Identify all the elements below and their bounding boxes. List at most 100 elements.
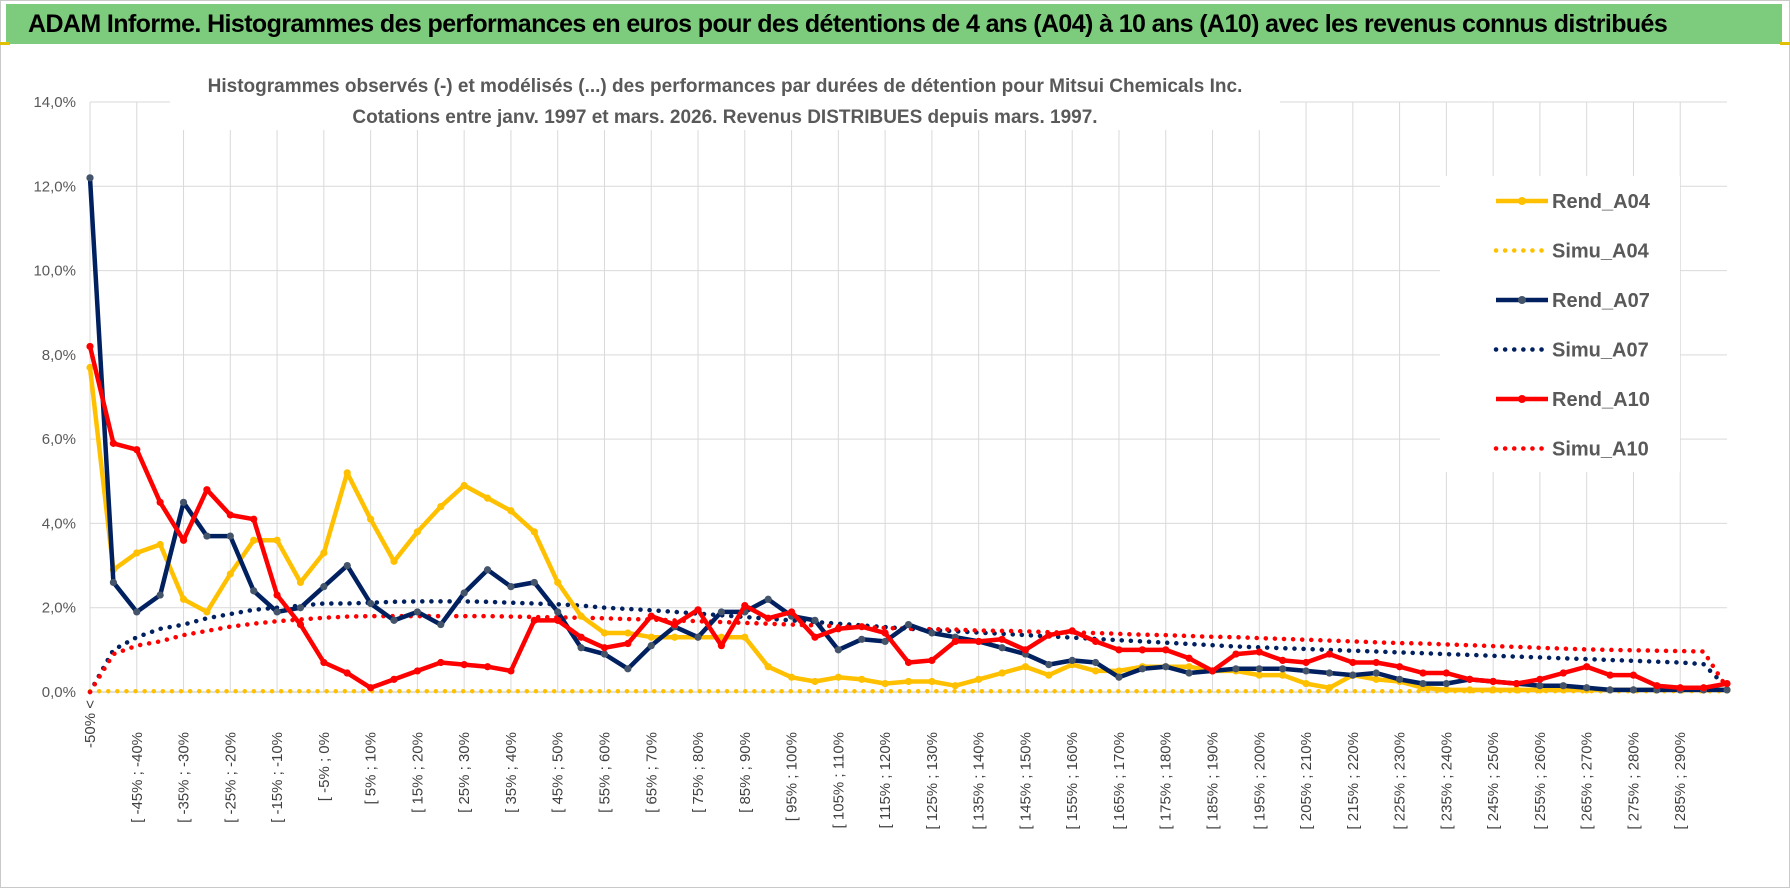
data-point bbox=[600, 650, 609, 658]
data-point bbox=[811, 633, 819, 641]
y-tick-label: 12,0% bbox=[33, 178, 76, 195]
data-point bbox=[881, 679, 889, 688]
report-title: ADAM Informe. Histogrammes des performan… bbox=[28, 10, 1668, 38]
data-point bbox=[1372, 675, 1380, 683]
data-point bbox=[1091, 637, 1100, 646]
legend-marker bbox=[1518, 395, 1526, 403]
x-tick-label: [ 285% ; 290% bbox=[1672, 732, 1689, 830]
data-point bbox=[1185, 654, 1193, 662]
data-point bbox=[1396, 663, 1404, 671]
legend-label: Simu_A07 bbox=[1552, 340, 1649, 362]
data-point bbox=[226, 511, 234, 519]
x-tick-label: [ 5% ; 10% bbox=[363, 732, 380, 805]
data-point bbox=[1138, 646, 1146, 654]
data-point bbox=[928, 677, 936, 686]
data-point bbox=[1115, 646, 1123, 654]
data-point bbox=[460, 661, 468, 669]
data-point bbox=[1442, 679, 1450, 688]
y-axis-ticks: 0,0% 2,0% 4,0% 6,0% 8,0% 10,0% 12,0% 14,0% bbox=[33, 94, 76, 701]
data-point bbox=[1489, 686, 1497, 694]
legend-item-Rend_A07: Rend_A07 bbox=[1496, 290, 1650, 312]
data-point bbox=[1232, 665, 1240, 673]
data-point bbox=[530, 528, 538, 536]
data-point bbox=[133, 549, 141, 557]
y-tick-label: 4,0% bbox=[42, 515, 76, 532]
data-point bbox=[1302, 658, 1310, 667]
data-point bbox=[1583, 663, 1591, 671]
data-point bbox=[390, 675, 398, 683]
data-point bbox=[1255, 665, 1263, 673]
data-point bbox=[787, 673, 796, 681]
data-point bbox=[367, 515, 375, 523]
x-tick-label: [ -35% ; -30% bbox=[176, 732, 193, 823]
data-point bbox=[1325, 669, 1334, 677]
x-tick-label: [ 275% ; 280% bbox=[1625, 732, 1642, 830]
data-point bbox=[1138, 665, 1146, 673]
x-tick-label: [ 215% ; 220% bbox=[1345, 732, 1362, 830]
data-point bbox=[1279, 671, 1287, 679]
data-point bbox=[483, 663, 492, 671]
data-point bbox=[226, 532, 234, 540]
legend-label: Simu_A10 bbox=[1552, 439, 1649, 461]
data-point bbox=[764, 663, 772, 671]
data-point bbox=[1162, 663, 1170, 671]
data-point bbox=[530, 578, 538, 587]
data-point bbox=[694, 606, 702, 614]
data-point bbox=[86, 174, 94, 182]
x-tick-label: [ 135% ; 140% bbox=[971, 732, 988, 830]
legend-label: Rend_A07 bbox=[1552, 290, 1650, 312]
data-point bbox=[320, 549, 328, 557]
x-tick-label: [ 35% ; 40% bbox=[503, 732, 520, 813]
data-point bbox=[1115, 667, 1123, 675]
data-point bbox=[1372, 658, 1380, 667]
legend-label: Simu_A04 bbox=[1552, 241, 1650, 263]
data-point bbox=[203, 486, 211, 494]
data-point bbox=[787, 608, 796, 616]
data-point bbox=[1559, 669, 1567, 677]
data-point bbox=[741, 633, 749, 641]
series-Rend_A07 bbox=[86, 174, 1731, 694]
data-point bbox=[1325, 684, 1334, 692]
data-point bbox=[1325, 650, 1334, 658]
x-tick-label: [ 185% ; 190% bbox=[1205, 732, 1222, 830]
series-Rend_A10 bbox=[86, 342, 1731, 692]
data-point bbox=[1606, 686, 1614, 694]
data-point bbox=[858, 675, 866, 683]
data-point bbox=[203, 532, 211, 540]
x-tick-label: [ 65% ; 70% bbox=[643, 732, 660, 813]
data-point bbox=[1559, 682, 1567, 690]
data-point bbox=[951, 682, 959, 690]
x-tick-label: [ 225% ; 230% bbox=[1392, 732, 1409, 830]
data-point bbox=[998, 644, 1006, 652]
data-point bbox=[250, 515, 258, 523]
x-tick-label: [ 105% ; 110% bbox=[830, 732, 847, 828]
data-point bbox=[624, 639, 632, 648]
data-point bbox=[600, 629, 609, 637]
data-point bbox=[1606, 671, 1614, 679]
data-point bbox=[834, 625, 842, 633]
y-tick-label: 8,0% bbox=[42, 347, 76, 364]
data-point bbox=[577, 612, 585, 620]
data-point bbox=[717, 642, 726, 650]
legend-marker bbox=[1518, 296, 1526, 304]
data-point bbox=[975, 675, 983, 683]
data-point bbox=[881, 637, 889, 646]
data-point bbox=[1512, 679, 1521, 688]
data-point bbox=[203, 608, 211, 616]
x-tick-label: [ 165% ; 170% bbox=[1111, 732, 1128, 830]
data-point bbox=[109, 439, 117, 447]
data-point bbox=[296, 604, 305, 612]
x-tick-label: [ 15% ; 20% bbox=[409, 732, 426, 813]
data-point bbox=[881, 629, 889, 637]
data-point bbox=[1021, 646, 1030, 654]
data-point bbox=[1349, 671, 1357, 679]
data-point bbox=[904, 658, 913, 667]
data-point bbox=[1676, 684, 1684, 692]
data-point bbox=[437, 658, 445, 667]
x-tick-label: [ 95% ; 100% bbox=[784, 732, 801, 821]
legend-marker bbox=[1518, 197, 1526, 205]
data-point bbox=[320, 658, 328, 667]
data-point bbox=[133, 608, 141, 616]
data-point bbox=[1302, 679, 1310, 688]
